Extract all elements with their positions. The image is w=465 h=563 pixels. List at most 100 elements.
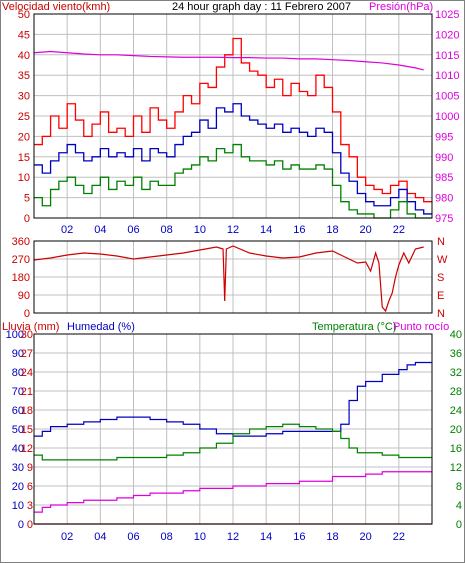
hour-tick-label: 08 [161,531,173,543]
hour-tick-label: 10 [194,531,206,543]
hour-tick-label: 16 [293,531,305,543]
wind-axis-label: Velocidad viento(kmh) [2,1,111,13]
pressure-tick-label: 1025 [435,9,459,21]
pressure-tick-label: 1000 [435,111,459,123]
lower-panel-frame [33,333,433,525]
hour-tick-label: 02 [61,531,73,543]
hour-tick-label: 02 [61,224,73,236]
pressure-tick-label: 1020 [435,29,459,41]
direction-panel-frame [33,240,433,314]
wind-series-0 [34,37,432,203]
wind-tick-label: 0 [24,213,30,225]
pressure-tick-label: 1010 [435,70,459,82]
lower-series-2 [34,423,432,461]
temperature-tick-label: 8 [456,481,462,493]
hour-tick-label: 08 [161,224,173,236]
temperature-tick-label: 24 [450,405,462,417]
rain-tick-label: 21 [21,386,33,398]
hour-tick-label: 14 [260,531,272,543]
wind-tick-label: 15 [18,152,30,164]
hour-tick-label: 04 [94,531,106,543]
pressure-tick-label: 995 [435,131,453,143]
wind-series-1 [34,103,432,215]
wind-tick-label: 40 [18,50,30,62]
wind-tick-label: 35 [18,70,30,82]
hour-tick-label: 04 [94,224,106,236]
humidity-tick-label: 90 [12,348,24,360]
temperature-axis-label: Temperatura (°C) [312,321,397,333]
humidity-tick-label: 10 [12,500,24,512]
hour-tick-label: 22 [393,531,405,543]
wind-tick-label: 25 [18,111,30,123]
lower-series-3 [34,471,432,513]
hour-tick-label: 14 [260,224,272,236]
temperature-tick-label: 32 [450,367,462,379]
wind-tick-label: 45 [18,29,30,41]
lower-series-1 [34,361,432,437]
direction-tick-label: 0 [24,308,30,320]
humidity-tick-label: 30 [12,462,24,474]
compass-tick-label: S [437,272,444,284]
wind-tick-label: 20 [18,131,30,143]
pressure-tick-label: 990 [435,152,453,164]
wind-tick-label: 50 [18,9,30,21]
direction-series-0 [33,245,424,313]
humidity-axis-label: Humedad (%) [67,321,135,333]
hour-tick-label: 22 [393,224,405,236]
direction-tick-label: 90 [18,290,30,302]
wind-series-3 [33,50,424,71]
pressure-tick-label: 975 [435,213,453,225]
humidity-tick-label: 20 [12,481,24,493]
pressure-tick-label: 985 [435,172,453,184]
humidity-tick-label: 60 [12,405,24,417]
pressure-tick-label: 1015 [435,50,459,62]
hour-tick-label: 06 [127,224,139,236]
rain-tick-label: 9 [27,462,33,474]
hour-tick-label: 12 [227,224,239,236]
humidity-tick-label: 40 [12,443,24,455]
compass-tick-label: E [437,290,444,302]
direction-tick-label: 270 [12,254,30,266]
hour-tick-label: 16 [293,224,305,236]
compass-tick-label: W [437,254,448,266]
hour-tick-label: 12 [227,531,239,543]
temperature-tick-label: 28 [450,386,462,398]
temperature-tick-label: 0 [456,519,462,531]
dewpoint-axis-label: Punto rocío [393,321,450,333]
hour-tick-label: 06 [127,531,139,543]
direction-tick-label: 360 [12,236,30,248]
humidity-tick-label: 70 [12,386,24,398]
rain-tick-label: 0 [27,519,33,531]
rain-tick-label: 3 [27,500,33,512]
rain-tick-label: 24 [21,367,33,379]
rain-tick-label: 12 [21,443,33,455]
hour-tick-label: 10 [194,224,206,236]
wind-tick-label: 30 [18,91,30,103]
wind-tick-label: 5 [24,193,30,205]
graph-title: 24 hour graph day : 11 Febrero 2007 [172,1,351,13]
hour-tick-label: 18 [326,224,338,236]
rain-tick-label: 18 [21,405,33,417]
humidity-tick-label: 100 [6,329,24,341]
rain-tick-label: 27 [21,348,33,360]
temperature-tick-label: 4 [456,500,462,512]
direction-tick-label: 180 [12,272,30,284]
rain-tick-label: 15 [21,424,33,436]
humidity-tick-label: 50 [12,424,24,436]
compass-tick-label: N [437,236,445,248]
temperature-tick-label: 16 [450,443,462,455]
temperature-tick-label: 20 [450,424,462,436]
compass-tick-label: N [437,308,445,320]
temperature-tick-label: 36 [450,348,462,360]
hour-tick-label: 18 [326,531,338,543]
temperature-tick-label: 12 [450,462,462,474]
rain-tick-label: 30 [21,329,33,341]
temperature-tick-label: 40 [450,329,462,341]
hour-tick-label: 20 [360,531,372,543]
pressure-tick-label: 1005 [435,91,459,103]
humidity-tick-label: 0 [18,519,24,531]
pressure-tick-label: 980 [435,193,453,205]
wind-series-2 [34,143,432,219]
